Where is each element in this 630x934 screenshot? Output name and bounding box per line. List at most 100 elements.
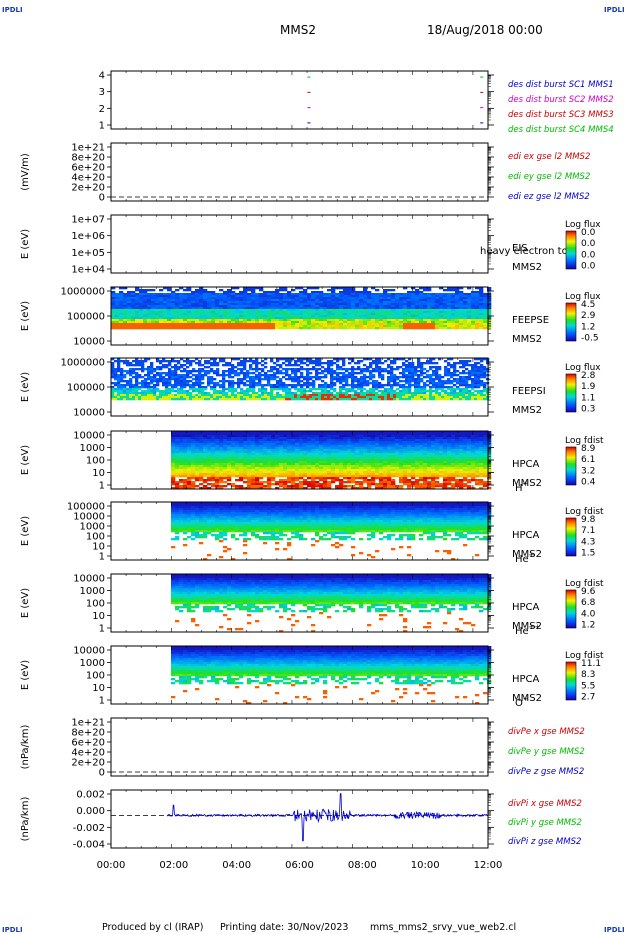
spectrogram-cell bbox=[135, 309, 140, 312]
spectrogram-cell bbox=[275, 307, 280, 310]
spectrogram-cell bbox=[239, 309, 244, 312]
spectrogram-cell bbox=[474, 396, 478, 399]
spectrogram-cell bbox=[331, 439, 336, 442]
spectrogram-cell bbox=[327, 443, 332, 446]
spectrogram-cell bbox=[303, 378, 307, 381]
spectrogram-cell bbox=[273, 362, 277, 365]
spectrogram-cell bbox=[131, 291, 136, 294]
spectrogram-cell bbox=[227, 299, 232, 302]
spectrogram-cell bbox=[246, 398, 250, 401]
spectrogram-cell bbox=[384, 392, 388, 395]
spectrogram-cell bbox=[330, 368, 334, 371]
spectrogram-cell bbox=[171, 295, 176, 298]
spectrogram-cell bbox=[199, 293, 204, 296]
spectrogram-cell bbox=[323, 327, 328, 330]
spectrogram-cell bbox=[439, 297, 444, 300]
spectrogram-cell bbox=[303, 299, 308, 302]
spectrogram-cell bbox=[227, 433, 232, 436]
spectrogram-cell bbox=[450, 372, 454, 375]
spectrogram-cell bbox=[355, 299, 360, 302]
spectrogram-cell bbox=[243, 303, 248, 306]
spectrogram-cell bbox=[267, 380, 271, 383]
spectrogram-cell bbox=[204, 372, 208, 375]
spectrogram-cell bbox=[114, 390, 118, 393]
spectrogram-cell bbox=[273, 394, 277, 397]
spectrogram-cell bbox=[207, 378, 211, 381]
spectrogram-cell bbox=[111, 321, 116, 324]
spectrogram-cell bbox=[127, 309, 132, 312]
spectrogram-cell bbox=[383, 305, 388, 308]
spectrogram-cell bbox=[199, 459, 204, 462]
spectrogram-cell bbox=[288, 388, 292, 391]
spectrogram-cell bbox=[151, 293, 156, 296]
spectrogram-cell bbox=[414, 388, 418, 391]
spectrogram-cell bbox=[384, 394, 388, 397]
spectrogram-cell bbox=[451, 313, 456, 316]
spectrogram-cell bbox=[467, 307, 472, 310]
spectrogram-cell bbox=[259, 289, 264, 292]
spectrogram-cell bbox=[252, 360, 256, 363]
spectrogram-cell bbox=[336, 366, 340, 369]
spectrogram-cell bbox=[135, 297, 140, 300]
spectrogram-cell bbox=[159, 311, 164, 314]
spectrogram-cell bbox=[407, 441, 412, 444]
spectrogram-cell bbox=[367, 439, 372, 442]
spectrogram-cell bbox=[348, 368, 352, 371]
spectrogram-cell bbox=[189, 360, 193, 363]
spectrogram-cell bbox=[327, 303, 332, 306]
spectrogram-cell bbox=[403, 323, 408, 326]
spectrogram-cell bbox=[151, 323, 156, 326]
spectrogram-cell bbox=[327, 437, 332, 440]
spectrogram-cell bbox=[462, 384, 466, 387]
spectrogram-cell bbox=[300, 392, 304, 395]
spectrogram-cell bbox=[441, 388, 445, 391]
spectrogram-cell bbox=[327, 360, 331, 363]
spectrogram-cell bbox=[123, 323, 128, 326]
spectrogram-cell bbox=[330, 388, 334, 391]
spectrogram-cell bbox=[471, 441, 476, 444]
spectrogram-cell bbox=[283, 445, 288, 448]
spectrogram-cell bbox=[462, 376, 466, 379]
spectrogram-cell bbox=[354, 376, 358, 379]
spectrogram-cell bbox=[357, 368, 361, 371]
spectrogram-cell bbox=[395, 441, 400, 444]
spectrogram-cell bbox=[342, 374, 346, 377]
spectrogram-cell bbox=[451, 301, 456, 304]
spectrogram-cell bbox=[459, 305, 464, 308]
spectrogram-cell bbox=[351, 398, 355, 401]
spectrogram-cell bbox=[378, 358, 382, 361]
spectrogram-cell bbox=[324, 398, 328, 401]
spectrogram-cell bbox=[153, 374, 157, 377]
spectrogram-cell bbox=[267, 309, 272, 312]
spectrogram-cell bbox=[415, 299, 420, 302]
spectrogram-cell bbox=[120, 386, 124, 389]
spectrogram-cell bbox=[279, 295, 284, 298]
spectrogram-cell bbox=[311, 443, 316, 446]
spectrogram-cell bbox=[393, 390, 397, 393]
spectrogram-cell bbox=[127, 301, 132, 304]
spectrogram-cell bbox=[375, 370, 379, 373]
spectrogram-cell bbox=[211, 449, 216, 452]
spectrogram-cell bbox=[391, 309, 396, 312]
spectrogram-cell bbox=[279, 380, 283, 383]
spectrogram-cell bbox=[223, 303, 228, 306]
spectrogram-cell bbox=[223, 301, 228, 304]
spectrogram-cell bbox=[366, 398, 370, 401]
spectrogram-cell bbox=[355, 303, 360, 306]
spectrogram-cell bbox=[387, 431, 392, 434]
spectrogram-cell bbox=[456, 394, 460, 397]
spectrogram-cell bbox=[447, 457, 452, 460]
spectrogram-cell bbox=[427, 449, 432, 452]
spectrogram-cell bbox=[171, 358, 175, 361]
spectrogram-cell bbox=[191, 459, 196, 462]
spectrogram-cell bbox=[363, 455, 368, 458]
spectrogram-cell bbox=[423, 321, 428, 324]
spectrogram-cell bbox=[271, 451, 276, 454]
spectrogram-cell bbox=[383, 435, 388, 438]
spectrogram-cell bbox=[477, 384, 481, 387]
spectrogram-cell bbox=[227, 435, 232, 438]
spectrogram-cell bbox=[271, 453, 276, 456]
spectrogram-cell bbox=[151, 311, 156, 314]
spectrogram-cell bbox=[467, 319, 472, 322]
spectrogram-cell bbox=[147, 301, 152, 304]
